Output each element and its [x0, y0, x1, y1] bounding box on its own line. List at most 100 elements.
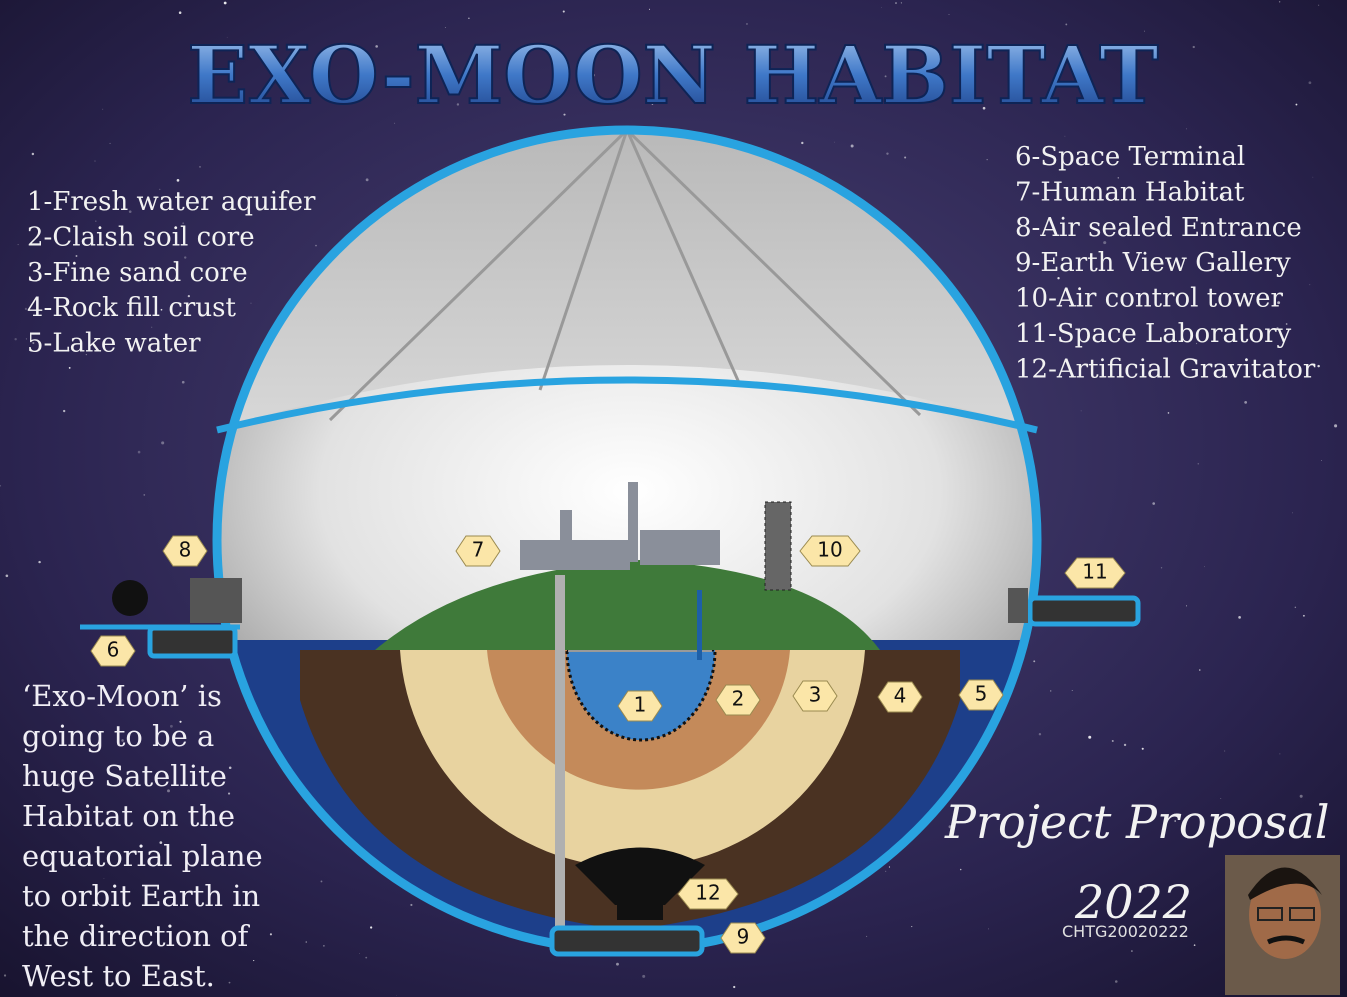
- marker: 10: [817, 538, 842, 562]
- star: [904, 156, 906, 158]
- star: [911, 926, 912, 927]
- star: [1292, 513, 1293, 514]
- star: [901, 2, 902, 3]
- code: CHTG20020222: [1062, 922, 1189, 941]
- star: [143, 494, 145, 496]
- star: [987, 159, 988, 160]
- star: [4, 974, 6, 976]
- marker: 5: [975, 682, 988, 706]
- star: [1081, 410, 1082, 411]
- star: [1199, 669, 1201, 671]
- star: [199, 166, 200, 167]
- star: [394, 123, 395, 124]
- star: [642, 975, 645, 978]
- legend-item: 6-Space Terminal: [1015, 142, 1245, 172]
- star: [1296, 104, 1298, 106]
- legend-item: 1-Fresh water aquifer: [27, 187, 316, 217]
- star: [889, 866, 890, 867]
- legend-item: 4-Rock fill crust: [27, 293, 236, 323]
- star: [1224, 750, 1225, 751]
- star: [63, 410, 65, 412]
- star: [1309, 284, 1310, 285]
- marker: 4: [894, 684, 907, 708]
- star: [359, 953, 360, 954]
- star: [251, 303, 252, 304]
- star: [616, 963, 619, 966]
- legend-item: 5-Lake water: [27, 329, 201, 359]
- star: [1334, 424, 1337, 427]
- star: [321, 881, 323, 883]
- star: [14, 338, 16, 340]
- description-box: ‘Exo-Moon’ is going to be a huge Satelli…: [22, 676, 302, 996]
- star: [1033, 660, 1035, 662]
- star: [1168, 412, 1170, 414]
- star: [102, 109, 103, 110]
- star: [1124, 744, 1126, 746]
- legend-item: 7-Human Habitat: [1015, 177, 1245, 207]
- star: [410, 904, 412, 906]
- star: [224, 2, 227, 5]
- project-label: Project Proposal: [944, 795, 1330, 849]
- star: [949, 14, 950, 15]
- star: [323, 945, 324, 946]
- star: [1295, 607, 1296, 608]
- star: [1065, 24, 1067, 26]
- star: [1194, 944, 1196, 946]
- star: [1204, 566, 1205, 567]
- description: ‘Exo-Moon’ is going to be a huge Satelli…: [22, 676, 292, 996]
- marker: 6: [107, 638, 120, 662]
- star: [38, 561, 40, 563]
- star: [1072, 690, 1073, 691]
- star: [1244, 401, 1247, 404]
- star: [1115, 980, 1118, 983]
- star: [895, 2, 897, 4]
- legend-item: 9-Earth View Gallery: [1015, 248, 1291, 278]
- star: [1321, 460, 1322, 461]
- star: [1238, 616, 1241, 619]
- star: [1112, 740, 1114, 742]
- star: [315, 245, 317, 247]
- star: [305, 941, 307, 943]
- star: [1050, 690, 1051, 691]
- star: [370, 926, 372, 928]
- star: [885, 871, 886, 872]
- marker: 3: [809, 683, 822, 707]
- star: [1193, 46, 1195, 48]
- legend-item: 3-Fine sand core: [27, 258, 248, 288]
- star: [365, 957, 367, 959]
- star: [396, 995, 397, 996]
- star: [161, 441, 164, 444]
- year: 2022: [1074, 875, 1192, 929]
- star: [881, 7, 882, 8]
- star: [6, 574, 9, 577]
- portrait: [1225, 855, 1340, 995]
- star: [1312, 177, 1313, 178]
- star: [76, 255, 78, 257]
- legend-item: 12-Artificial Gravitator: [1015, 354, 1316, 384]
- star: [468, 18, 469, 19]
- star: [1309, 81, 1312, 84]
- star: [179, 11, 182, 14]
- star: [1161, 567, 1162, 568]
- star: [1088, 736, 1091, 739]
- star: [1198, 463, 1200, 465]
- star: [563, 10, 565, 12]
- legend-item: 10-Air control tower: [1015, 284, 1283, 314]
- legend-item: 2-Claish soil core: [27, 222, 255, 252]
- star: [1279, 1, 1280, 2]
- star: [366, 178, 369, 181]
- star: [1317, 365, 1319, 367]
- title: EXO-MOON HABITAT: [187, 28, 1158, 122]
- star: [1279, 753, 1280, 754]
- star: [1186, 128, 1187, 129]
- star: [866, 936, 867, 937]
- star: [151, 327, 152, 328]
- star: [851, 144, 854, 147]
- star: [32, 153, 34, 155]
- star: [733, 986, 735, 988]
- marker: 2: [732, 687, 745, 711]
- star: [1142, 748, 1144, 750]
- star: [834, 142, 835, 143]
- star: [649, 9, 650, 10]
- star: [18, 244, 19, 245]
